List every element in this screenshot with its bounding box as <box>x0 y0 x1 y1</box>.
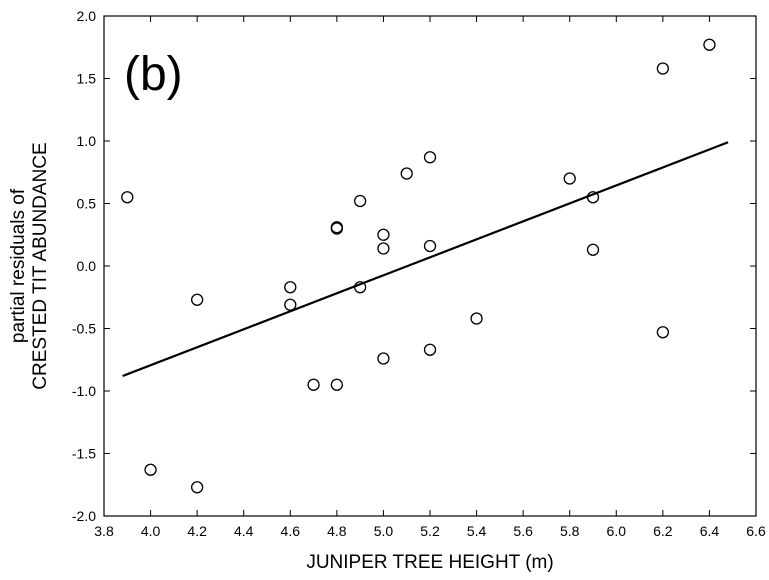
data-point <box>121 191 134 204</box>
data-point <box>400 167 413 180</box>
y-tick-label: 1.0 <box>77 133 97 149</box>
data-point <box>377 228 390 241</box>
data-point <box>353 281 367 294</box>
data-point <box>423 239 437 253</box>
x-axis-title: JUNIPER TREE HEIGHT (m) <box>306 552 553 573</box>
y-tick-label: -1.5 <box>72 446 96 462</box>
data-point <box>144 463 157 476</box>
data-point <box>563 172 576 185</box>
x-tick-label: 4.2 <box>187 523 207 539</box>
regression-line <box>122 141 729 378</box>
data-point <box>586 243 600 256</box>
x-tick-label: 5.6 <box>513 523 533 539</box>
y-axis-title-line1: partial residuals of <box>8 188 29 343</box>
x-tick-label: 4.4 <box>234 523 254 539</box>
y-tick-label: 0.5 <box>77 196 97 212</box>
y-axis-title: partial residuals of CRESTED TIT ABUNDAN… <box>8 142 51 389</box>
data-point <box>284 281 297 294</box>
x-tick-label: 6.6 <box>746 523 766 539</box>
x-tick-label: 5.0 <box>374 523 394 539</box>
x-tick-labels: 3.8 4.0 4.2 4.4 4.6 4.8 5.0 5.2 5.4 5.6 5.8 6.0 6.2 6… <box>94 523 766 539</box>
y-axis-title-line2: CRESTED TIT ABUNDANCE <box>30 142 51 389</box>
data-point <box>586 191 600 204</box>
axis-ticks <box>103 15 757 517</box>
data-point <box>330 221 344 234</box>
data-point <box>353 194 367 208</box>
x-tick-label: 6.2 <box>653 523 673 539</box>
y-tick-labels: -2.0 -1.5 -1.0 -0.5 0.0 0.5 1.0 1.5 2.0 <box>72 8 96 524</box>
y-tick-label: -1.0 <box>72 383 96 399</box>
data-point <box>307 378 320 391</box>
data-points <box>121 38 716 494</box>
x-tick-label: 5.8 <box>560 523 580 539</box>
data-point <box>190 293 204 306</box>
data-point <box>377 242 390 255</box>
x-tick-label: 6.4 <box>700 523 720 539</box>
panel-label: (b) <box>124 48 183 101</box>
data-point <box>656 326 670 339</box>
x-tick-label: 4.0 <box>141 523 161 539</box>
x-tick-label: 3.8 <box>94 523 114 539</box>
data-point <box>423 343 437 356</box>
data-point <box>656 62 670 75</box>
y-tick-label: 1.5 <box>77 71 97 87</box>
data-point <box>377 352 390 365</box>
data-point <box>330 378 344 391</box>
data-point <box>284 298 297 311</box>
x-tick-label: 4.6 <box>281 523 301 539</box>
x-tick-label: 5.2 <box>420 523 440 539</box>
data-point <box>190 481 204 494</box>
y-tick-label: -0.5 <box>72 321 96 337</box>
x-tick-label: 4.8 <box>327 523 347 539</box>
y-tick-label: 2.0 <box>77 8 97 24</box>
x-tick-label: 6.0 <box>607 523 627 539</box>
y-tick-label: 0.0 <box>77 258 97 274</box>
x-tick-label: 5.4 <box>467 523 487 539</box>
y-tick-label: -2.0 <box>72 508 96 524</box>
data-point <box>423 151 437 164</box>
data-point <box>703 38 716 51</box>
data-point <box>470 312 483 325</box>
plot-frame <box>103 15 757 517</box>
